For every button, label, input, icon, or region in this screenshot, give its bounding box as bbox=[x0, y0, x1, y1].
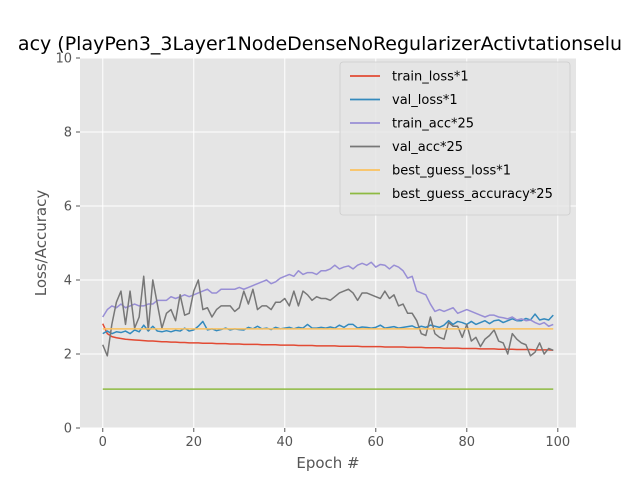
series-line bbox=[102, 275, 554, 357]
x-tick-label: 100 bbox=[545, 435, 570, 450]
series-line bbox=[102, 323, 554, 352]
x-tick-label: 20 bbox=[185, 435, 202, 450]
x-tick-label: 40 bbox=[276, 435, 293, 450]
x-tick-label: 80 bbox=[459, 435, 476, 450]
series-line bbox=[102, 261, 554, 327]
legend-box bbox=[339, 61, 571, 216]
legend-label: val_acc*25 bbox=[392, 140, 463, 155]
legend-label: train_loss*1 bbox=[392, 70, 469, 85]
y-tick-label: 0 bbox=[64, 422, 72, 437]
y-tick-label: 8 bbox=[64, 126, 72, 141]
legend-label: train_acc*25 bbox=[392, 117, 474, 132]
axis-ticks: 0 20 40 60 80 100 0 2 4 6 8 10 bbox=[55, 52, 570, 451]
series-line bbox=[102, 313, 554, 335]
y-axis-label: Loss/Accuracy bbox=[32, 190, 50, 297]
y-tick-label: 4 bbox=[64, 274, 72, 289]
x-tick-label: 0 bbox=[99, 435, 107, 450]
y-tick-label: 10 bbox=[55, 52, 72, 67]
series-layer bbox=[102, 261, 554, 390]
legend-label: best_guess_loss*1 bbox=[392, 164, 511, 179]
y-tick-label: 2 bbox=[64, 348, 72, 363]
legend: train_loss*1 val_loss*1 train_acc*25 val_ac… bbox=[339, 61, 571, 216]
chart-title: acy (PlayPen3_3Layer1NodeDenseNoRegulari… bbox=[18, 33, 622, 55]
legend-label: best_guess_accuracy*25 bbox=[392, 187, 553, 202]
x-tick-label: 60 bbox=[368, 435, 385, 450]
legend-label: val_loss*1 bbox=[392, 93, 458, 108]
y-tick-label: 6 bbox=[64, 200, 72, 215]
x-axis-label: Epoch # bbox=[296, 454, 359, 472]
